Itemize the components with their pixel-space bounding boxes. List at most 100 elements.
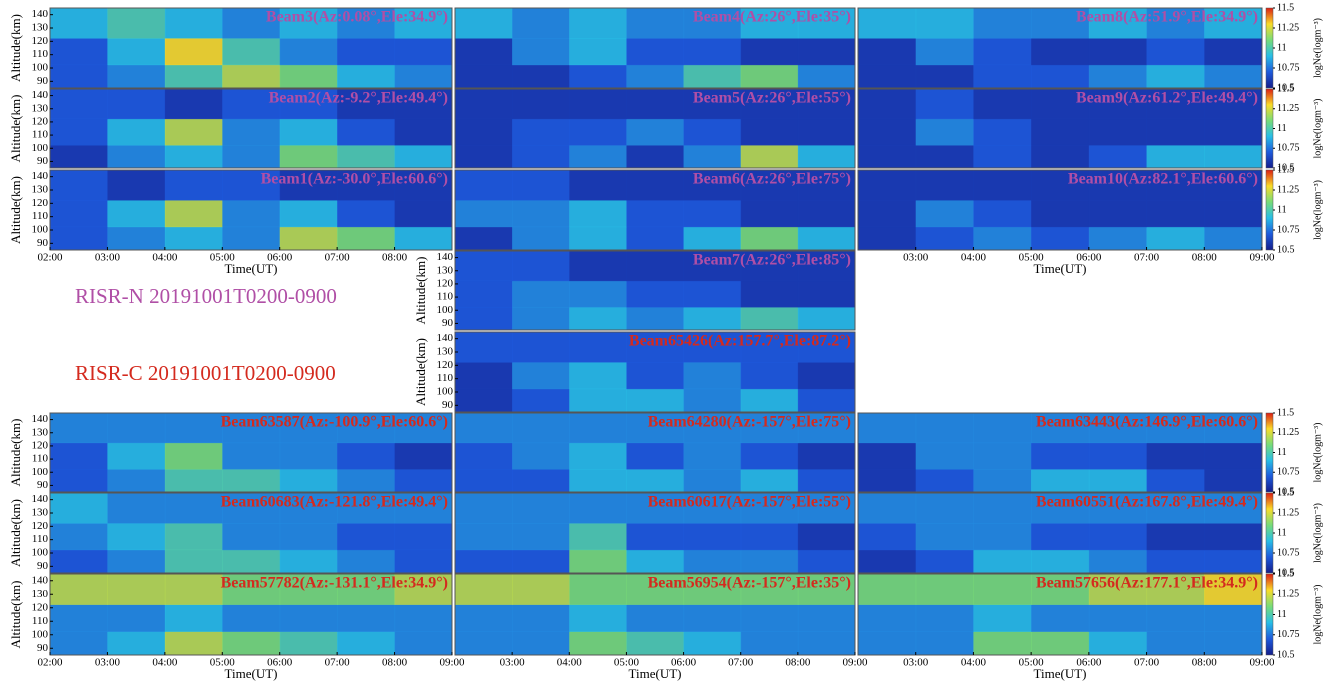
heatmap-cell [858,604,916,632]
heatmap-cell [626,251,684,281]
heatmap-cell [626,227,684,251]
heatmap-cell [107,170,165,201]
heatmap-cell [626,38,684,65]
heatmap-cell [455,38,513,65]
heatmap-cell [1089,200,1147,227]
colorbar-tick-label: 11.25 [1277,103,1299,114]
heatmap-cell [916,413,974,443]
heatmap-cell [741,362,799,389]
heatmap-cell [1031,523,1089,550]
x-tick-label: 07:00 [325,252,351,264]
heatmap-cell [741,38,799,65]
heatmap-cell [337,227,395,251]
heatmap-cell [165,8,223,39]
heatmap-cell [165,89,223,119]
heatmap-cell [626,443,684,470]
heatmap-cell [165,574,223,605]
colorbar-tick-label: 11.25 [1277,507,1299,518]
y-tick-label: 130 [437,264,454,276]
y-tick-label: 100 [437,304,454,316]
y-axis-label: Altitude(km) [413,257,428,325]
heatmap-cell [395,443,453,470]
heatmap-cell [626,389,684,413]
heatmap-cell [1204,38,1262,65]
heatmap-cell [626,523,684,550]
heatmap-cell [455,332,513,363]
heatmap-cell [280,443,338,470]
heatmap-cell [684,65,742,89]
heatmap-cell [973,523,1031,550]
y-tick-label: 100 [32,466,49,478]
heatmap-cell [222,469,280,493]
heatmap-cell [684,200,742,227]
colorbar-tick-label: 10.75 [1277,629,1300,640]
heatmap-cell [973,170,1031,201]
heatmap-cell [512,170,570,201]
y-tick-label: 90 [37,479,49,491]
heatmap-cell [512,89,570,119]
heatmap-cell [1089,631,1147,655]
heatmap-cell [741,523,799,550]
heatmap-cell [107,145,165,169]
panel: Beam10(Az:82.1°,Ele:60.6°)03:0004:0005:0… [858,170,1275,276]
heatmap-cell [107,574,165,605]
heatmap-cell [395,200,453,227]
heatmap-cell [973,574,1031,605]
heatmap-cell [455,523,513,550]
colorbar [1266,89,1273,168]
heatmap-cell [741,631,799,655]
heatmap-cell [50,119,108,146]
y-tick-label: 120 [32,601,49,613]
heatmap-cell [165,413,223,443]
y-tick-label: 140 [32,493,49,505]
panel-title: Beam8(Az:51.9°,Ele:34.9°) [1076,9,1258,26]
y-tick-label: 120 [32,197,49,209]
heatmap-cell [455,89,513,119]
panel-title: Beam65426(Az:157.7°,Ele:87.2°) [629,333,851,350]
heatmap-cell [222,631,280,655]
heatmap-cell [684,281,742,308]
panel: Beam9(Az:61.2°,Ele:49.4°) [858,89,1263,169]
heatmap-cell [165,65,223,89]
heatmap-cell [569,170,627,201]
panel: Beam65426(Az:157.7°,Ele:87.2°)9010011012… [413,332,856,413]
heatmap-cell [337,119,395,146]
heatmap-cell [1031,469,1089,493]
heatmap-cell [395,119,453,146]
heatmap-cell [916,574,974,605]
heatmap-cell [1204,469,1262,493]
heatmap-cell [1147,38,1205,65]
heatmap-cell [280,604,338,632]
x-tick-label: 08:00 [785,657,811,669]
panel-title: Beam60617(Az:-157°,Ele:55°) [648,494,851,511]
heatmap-cell [50,604,108,632]
heatmap-cell [222,523,280,550]
heatmap-cell [569,307,627,331]
heatmap-cell [395,145,453,169]
y-tick-label: 140 [32,574,49,586]
heatmap-cell [107,200,165,227]
panel: Beam3(Az:0.08°,Ele:34.9°)901001101201301… [8,8,453,89]
heatmap-cell [916,200,974,227]
panel-title: Beam63443(Az:146.9°,Ele:60.6°) [1036,414,1258,431]
heatmap-cell [107,443,165,470]
x-axis-label: Time(UT) [1034,666,1087,681]
heatmap-cell [222,145,280,169]
heatmap-cell [858,227,916,251]
heatmap-cell [512,251,570,281]
heatmap-cell [1089,227,1147,251]
heatmap-cell [455,8,513,39]
heatmap-cell [395,65,453,89]
heatmap-cell [858,8,916,39]
heatmap-cell [337,443,395,470]
heatmap-cell [741,65,799,89]
colorbar [1266,493,1273,573]
heatmap-cell [280,631,338,655]
colorbar-label: logNe(logm⁻³) [1312,18,1323,78]
heatmap-cell [455,631,513,655]
heatmap-cell [512,469,570,493]
heatmap-cell [107,493,165,524]
heatmap-cell [569,251,627,281]
heatmap-cell [973,38,1031,65]
panel: Beam1(Az:-30.0°,Ele:60.6°)90100110120130… [8,170,453,276]
